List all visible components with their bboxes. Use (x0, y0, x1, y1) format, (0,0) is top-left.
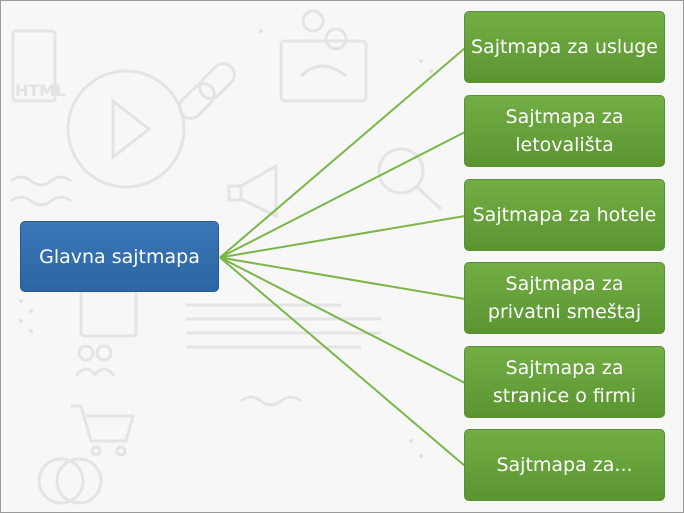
child-node-usluge: Sajtmapa za usluge (464, 11, 665, 83)
root-node: Glavna sajtmapa (20, 221, 219, 292)
dollar-icon (279, 9, 368, 103)
child-node-letovalista: Sajtmapa za letovališta (464, 95, 665, 167)
html-icon: HTML (11, 29, 65, 103)
connector-line-5 (219, 256, 466, 384)
root-node-label: Glavna sajtmapa (39, 245, 200, 268)
svg-text:HTML: HTML (15, 81, 65, 100)
child-node-label: Sajtmapa za... (496, 454, 633, 476)
link-icon (178, 62, 236, 120)
child-node-label: Sajtmapa za usluge (471, 36, 658, 58)
child-node-hotele: Sajtmapa za hotele (464, 179, 665, 251)
child-node-privatni-smestaj: Sajtmapa za privatni smeštaj (464, 262, 665, 334)
magnifier-icon (377, 147, 443, 211)
child-node-label: Sajtmapa za letovališta (505, 106, 624, 156)
connector-line-2 (219, 131, 466, 259)
child-node-label: Sajtmapa za stranice o firmi (492, 357, 637, 407)
child-node-stranice-o-firmi: Sajtmapa za stranice o firmi (464, 346, 665, 418)
cart-icon (71, 404, 135, 457)
document-lines-icon (186, 303, 381, 349)
connector-line-4 (219, 256, 466, 300)
child-node-label: Sajtmapa za privatni smeštaj (487, 273, 642, 323)
child-node-label: Sajtmapa za hotele (472, 204, 657, 226)
connector-line-3 (219, 215, 466, 259)
connector-line-6 (219, 256, 466, 467)
connector-line-1 (219, 47, 466, 259)
child-node-ostalo: Sajtmapa za... (464, 429, 665, 501)
play-icon (66, 69, 186, 189)
megaphone-icon (227, 163, 278, 219)
